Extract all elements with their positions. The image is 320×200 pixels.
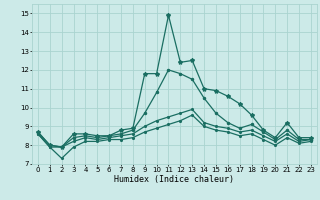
X-axis label: Humidex (Indice chaleur): Humidex (Indice chaleur) [115,175,234,184]
